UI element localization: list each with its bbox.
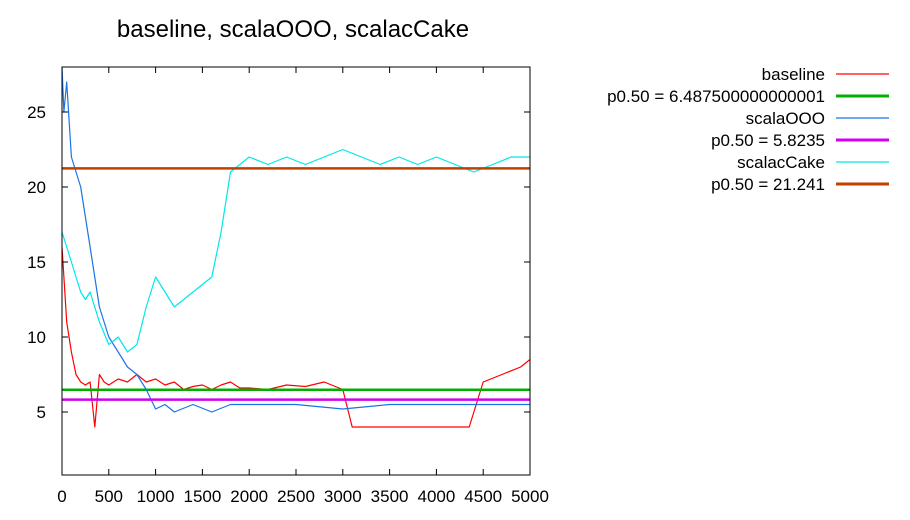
series-layer [62, 67, 530, 428]
y-axis: 5 10 15 20 25 [27, 103, 530, 422]
x-axis: 0 500 1000 1500 2000 2500 3000 3500 4000 4500 5000 [57, 67, 549, 506]
legend-label: baseline [762, 65, 825, 84]
y-tick-label: 15 [27, 253, 46, 272]
x-tick-label: 3000 [324, 487, 362, 506]
chart-title: baseline, scalaOOO, scalacCake [117, 16, 469, 43]
y-tick-label: 10 [27, 328, 46, 347]
y-tick-label: 5 [37, 403, 46, 422]
x-tick-label: 1500 [183, 487, 221, 506]
x-tick-label: 0 [57, 487, 66, 506]
x-tick-label: 5000 [511, 487, 549, 506]
legend-label: scalaOOO [746, 109, 825, 128]
legend-label: scalacCake [737, 153, 825, 172]
legend-label: p0.50 = 6.487500000000001 [607, 87, 825, 106]
legend-label: p0.50 = 21.241 [711, 175, 825, 194]
legend: baseline p0.50 = 6.487500000000001 scalaOO… [607, 65, 889, 194]
x-tick-label: 4000 [417, 487, 455, 506]
x-tick-label: 500 [95, 487, 123, 506]
series-line-5 [62, 148, 530, 353]
y-tick-label: 25 [27, 103, 46, 122]
x-tick-label: 3500 [371, 487, 409, 506]
legend-label: p0.50 = 5.8235 [711, 131, 825, 150]
series-line-3 [62, 67, 530, 413]
y-tick-label: 20 [27, 178, 46, 197]
x-tick-label: 2000 [230, 487, 268, 506]
x-tick-label: 1000 [137, 487, 175, 506]
x-tick-label: 2500 [277, 487, 315, 506]
plot-frame [61, 66, 531, 476]
x-tick-label: 4500 [464, 487, 502, 506]
